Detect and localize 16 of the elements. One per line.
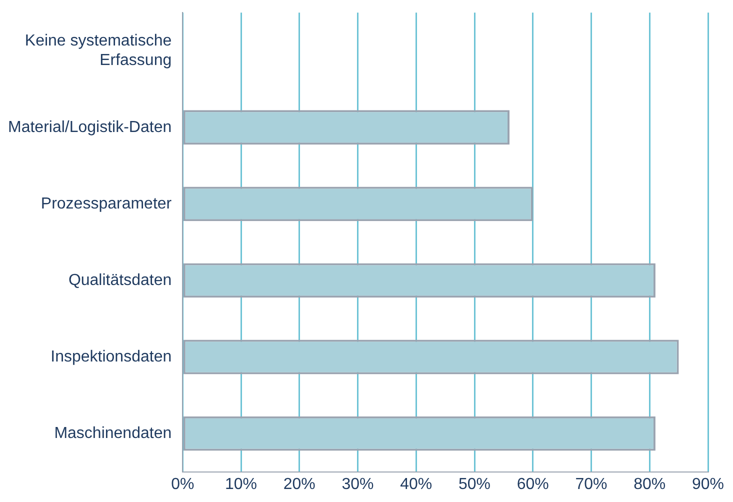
x-tick-label: 90% [692,476,724,493]
y-tick-label: Prozessparameter [40,195,172,212]
x-tick-label: 60% [516,476,549,493]
x-tick-label: 0% [171,476,194,493]
x-tick-label: 50% [458,476,491,493]
x-tick-label: 40% [400,476,432,493]
y-tick-label: Qualitätsdaten [68,272,172,289]
x-tick-label: 70% [575,476,608,493]
y-tick-label: Maschinendaten [54,424,172,442]
x-tick-label: 10% [224,476,258,493]
x-tick-label: 20% [283,476,316,493]
x-tick-label: 30% [342,476,374,493]
x-tick-label: 80% [634,476,666,493]
y-tick-label: Inspektionsdaten [50,348,172,366]
y-tick-label: Material/Logistik-Daten [8,118,172,136]
y-tick-label: Keine systematische Erfassung [24,32,172,69]
